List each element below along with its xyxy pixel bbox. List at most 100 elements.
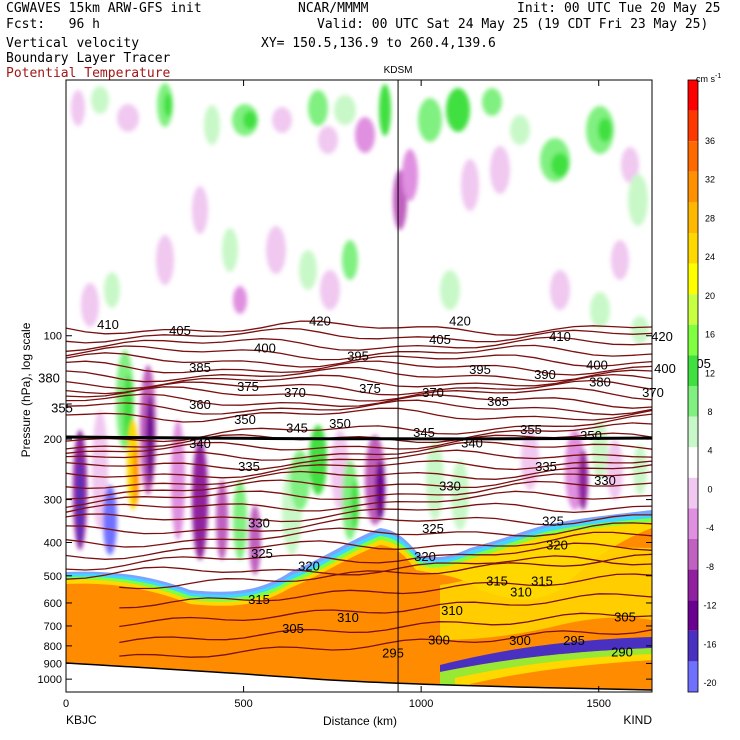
theta-contour-label: 355 bbox=[51, 401, 73, 416]
colorbar-tick-label: 12 bbox=[705, 368, 715, 378]
theta-contour-label: 295 bbox=[563, 633, 585, 648]
colorbar-swatch bbox=[688, 110, 698, 142]
colorbar-tick-label: 36 bbox=[705, 136, 715, 146]
theta-contour bbox=[66, 344, 652, 361]
colorbar-swatch bbox=[688, 539, 698, 570]
colorbar-swatch bbox=[688, 386, 698, 417]
theta-contour-label: 420 bbox=[651, 329, 673, 344]
theta-contour-label: 290 bbox=[611, 645, 633, 660]
theta-contour bbox=[119, 553, 652, 590]
theta-contour bbox=[66, 366, 652, 383]
colorbar-tick-label: -8 bbox=[706, 562, 714, 572]
theta-contour-label: 400 bbox=[654, 361, 676, 376]
theta-contour-label: 310 bbox=[510, 585, 532, 600]
theta-contour-label: 350 bbox=[234, 412, 256, 427]
x-tick-label: 500 bbox=[234, 698, 252, 710]
colorbar-units: cm s-1 bbox=[696, 73, 721, 84]
theta-contour bbox=[66, 386, 652, 402]
organization: NCAR/MMMM bbox=[298, 1, 369, 16]
theta-contour bbox=[66, 440, 652, 461]
theta-contour bbox=[66, 327, 652, 344]
theta-contour-label: 420 bbox=[449, 314, 471, 329]
right-endpoint-label: KIND bbox=[623, 713, 652, 727]
theta-contour-label: 380 bbox=[589, 375, 611, 390]
x-tick-label: 1000 bbox=[409, 698, 433, 710]
theta-contour-label: 345 bbox=[286, 420, 308, 435]
colorbar-swatch bbox=[688, 80, 698, 111]
colorbar-swatch bbox=[688, 294, 698, 325]
theta-contour-label: 330 bbox=[594, 473, 616, 488]
theta-contour bbox=[66, 471, 652, 500]
colorbar-tick-label: 28 bbox=[705, 213, 715, 223]
theta-contour-label: 330 bbox=[439, 479, 461, 494]
plot-frame bbox=[65, 79, 653, 693]
theta-contour bbox=[66, 407, 652, 423]
y-tick-label: 400 bbox=[44, 537, 62, 549]
theta-contour-label: 310 bbox=[337, 610, 359, 625]
theta-contour-label: 295 bbox=[382, 645, 404, 660]
y-tick-label: 200 bbox=[44, 434, 62, 446]
theta-contour-label: 375 bbox=[359, 381, 381, 396]
theta-contour-label: 335 bbox=[238, 459, 260, 474]
theta-contour bbox=[66, 320, 652, 336]
colorbar-tick-label: 16 bbox=[705, 330, 715, 340]
theta-contour-label: 395 bbox=[347, 349, 369, 364]
y-tick-label: 1000 bbox=[38, 674, 62, 686]
theta-contour bbox=[119, 573, 652, 609]
colorbar-swatch bbox=[688, 630, 698, 662]
vertical-velocity-field bbox=[66, 80, 652, 692]
theta-contour-lines bbox=[66, 320, 652, 658]
colorbar-swatch bbox=[688, 508, 698, 539]
theta-contour bbox=[66, 531, 652, 560]
field-vertical-velocity: Vertical velocity bbox=[6, 36, 140, 51]
theta-contour-label: 355 bbox=[520, 422, 542, 437]
model-title: CGWAVES 15km ARW-GFS init bbox=[6, 1, 202, 16]
colorbar-tick-label: 8 bbox=[707, 407, 712, 417]
colorbar-tick-label: -20 bbox=[703, 678, 716, 688]
theta-contour-label: 410 bbox=[549, 329, 571, 344]
theta-contour-label: 300 bbox=[509, 633, 531, 648]
y-tick-label: 800 bbox=[44, 641, 62, 653]
theta-contour-label: 325 bbox=[422, 521, 444, 536]
theta-contour-label: 340 bbox=[189, 436, 211, 451]
theta-contour-label: 410 bbox=[97, 317, 119, 332]
colorbar-tick-label: 0 bbox=[707, 484, 712, 494]
theta-contour-label: 340 bbox=[461, 436, 483, 451]
theta-contour-label: 405 bbox=[169, 323, 191, 338]
theta-contour-label: 315 bbox=[248, 592, 270, 607]
colorbar-tick-label: 24 bbox=[705, 252, 715, 262]
colorbar-swatch bbox=[688, 202, 698, 233]
theta-contour bbox=[66, 336, 652, 352]
theta-contour-label: 325 bbox=[251, 546, 273, 561]
theta-contour-label: 370 bbox=[422, 385, 444, 400]
theta-contour bbox=[66, 464, 652, 490]
y-tick-label: 600 bbox=[44, 598, 62, 610]
colorbar-tick-label: -4 bbox=[706, 523, 714, 533]
theta-contour bbox=[66, 555, 652, 580]
theta-contour-label: 310 bbox=[441, 603, 463, 618]
theta-contour-label: 320 bbox=[546, 537, 568, 552]
theta-contour bbox=[66, 449, 652, 471]
field-boundary-layer-tracer: Boundary Layer Tracer bbox=[6, 51, 171, 66]
y-tick-label: 500 bbox=[44, 571, 62, 583]
theta-contour-label: 380 bbox=[38, 370, 60, 385]
forecast-hour: Fcst: 96 h bbox=[6, 17, 100, 32]
theta-contour bbox=[66, 514, 652, 535]
theta-contour-label: 335 bbox=[535, 459, 557, 474]
colorbar-swatch bbox=[688, 263, 698, 295]
theta-contour-label: 390 bbox=[534, 367, 556, 382]
theta-contour bbox=[66, 542, 652, 571]
y-tick-label: 100 bbox=[44, 331, 62, 343]
theta-contour-label: 370 bbox=[284, 385, 306, 400]
theta-contour bbox=[66, 413, 652, 443]
theta-contour bbox=[119, 593, 652, 628]
x-tick-label: 0 bbox=[63, 698, 69, 710]
colorbar-swatch bbox=[688, 600, 698, 631]
theta-contour-label: 325 bbox=[542, 514, 564, 529]
theta-contour-label: 320 bbox=[414, 549, 436, 564]
cross-section-coords: XY= 150.5,136.9 to 260.4,139.6 bbox=[261, 36, 496, 51]
theta-contour bbox=[66, 360, 652, 376]
y-tick-label: 700 bbox=[44, 621, 62, 633]
init-time: Init: 00 UTC Tue 20 May 25 bbox=[517, 1, 721, 16]
theta-contour-label: 345 bbox=[413, 425, 435, 440]
